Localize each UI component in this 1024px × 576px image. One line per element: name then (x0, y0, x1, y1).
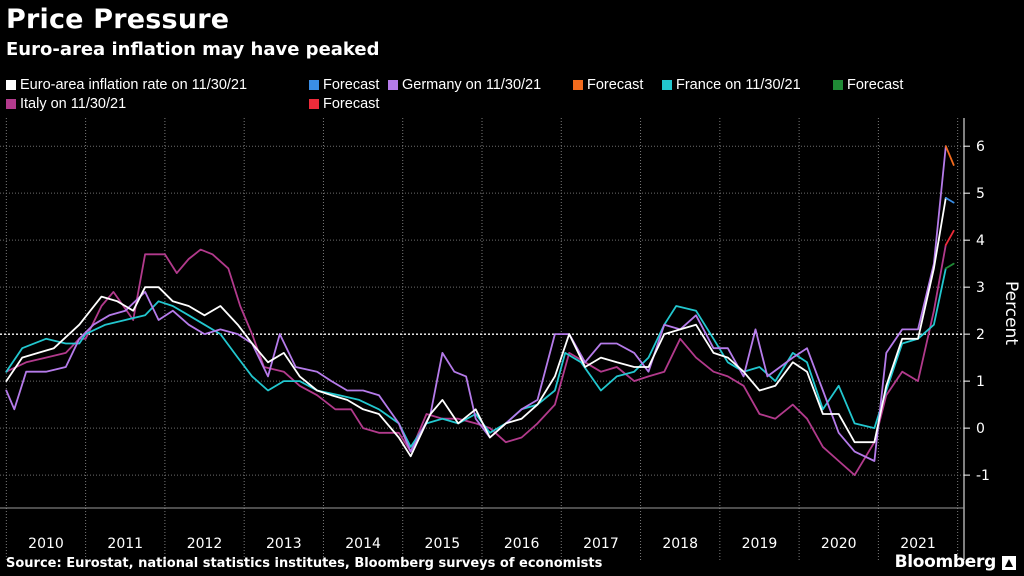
legend: Euro-area inflation rate on 11/30/21 For… (6, 76, 1016, 114)
brand-logo: Bloomberg (894, 552, 997, 572)
legend-swatch (309, 79, 319, 90)
x-tick-label: 2019 (742, 536, 778, 552)
legend-item-france-forecast: Forecast (833, 76, 903, 95)
legend-label: Germany on 11/30/21 (402, 77, 542, 93)
legend-item-euro-area: Euro-area inflation rate on 11/30/21 (6, 76, 247, 95)
legend-label: Italy on 11/30/21 (20, 96, 127, 112)
y-tick-label: 4 (976, 233, 985, 249)
legend-swatch (573, 79, 583, 90)
legend-label: Forecast (847, 77, 904, 93)
y-tick-label: -1 (976, 468, 990, 484)
legend-item-germany-forecast: Forecast (573, 76, 643, 95)
legend-swatch (388, 79, 398, 90)
y-tick-label: 3 (976, 280, 985, 296)
series-line-6 (944, 229, 955, 246)
series-line-0 (5, 244, 947, 476)
x-tick-label: 2011 (107, 536, 143, 552)
series-line-2 (5, 145, 947, 462)
legend-swatch (6, 98, 16, 109)
legend-label: Forecast (323, 77, 380, 93)
x-tick-label: 2017 (583, 536, 619, 552)
legend-item-france: France on 11/30/21 (662, 76, 801, 95)
x-tick-label: 2016 (504, 536, 540, 552)
legend-swatch (662, 79, 672, 90)
series-line-4 (944, 145, 955, 166)
y-tick-label: 5 (976, 186, 985, 202)
y-tick-label: 6 (976, 139, 985, 155)
x-tick-label: 2020 (821, 536, 857, 552)
legend-row-2: Italy on 11/30/21 Forecast (6, 95, 1016, 114)
series-line-3 (5, 197, 947, 458)
source-note: Source: Eurostat, national statistics in… (6, 556, 603, 571)
y-tick-label: 2 (976, 327, 985, 343)
x-tick-label: 2012 (187, 536, 223, 552)
legend-swatch (309, 98, 319, 109)
y-tick-label: 0 (976, 421, 985, 437)
series-line-1 (5, 267, 947, 448)
bloomberg-mark-icon (1002, 556, 1016, 570)
legend-label: France on 11/30/21 (676, 77, 801, 93)
chart-title: Price Pressure (6, 4, 230, 35)
legend-label: Forecast (323, 96, 380, 112)
y-axis-label: Percent (1001, 281, 1021, 345)
x-tick-label: 2013 (266, 536, 302, 552)
x-tick-label: 2015 (425, 536, 461, 552)
legend-label: Euro-area inflation rate on 11/30/21 (20, 77, 248, 93)
legend-swatch (6, 79, 16, 90)
y-tick-label: 1 (976, 374, 985, 390)
legend-item-italy-forecast: Forecast (309, 95, 379, 114)
legend-swatch (833, 79, 843, 90)
x-tick-label: 2021 (900, 536, 936, 552)
series-line-5 (944, 197, 955, 204)
x-tick-label: 2018 (662, 536, 698, 552)
legend-row-1: Euro-area inflation rate on 11/30/21 For… (6, 76, 1016, 95)
chart-subtitle: Euro-area inflation may have peaked (6, 39, 380, 60)
x-tick-label: 2014 (345, 536, 381, 552)
x-tick-label: 2010 (28, 536, 64, 552)
legend-item-germany: Germany on 11/30/21 (388, 76, 541, 95)
legend-label: Forecast (587, 77, 644, 93)
legend-item-italy: Italy on 11/30/21 (6, 95, 126, 114)
legend-item-euro-forecast: Forecast (309, 76, 379, 95)
series-line-7 (944, 262, 955, 270)
